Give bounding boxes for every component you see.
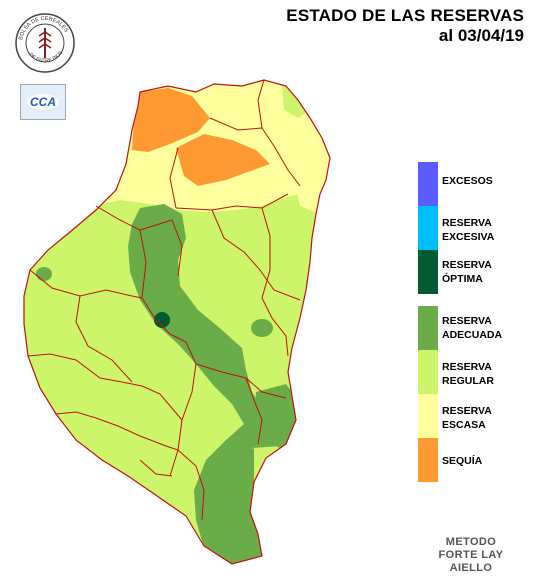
- zone-sequia-c: [176, 134, 270, 186]
- legend-label: RESERVA: [442, 259, 492, 271]
- legend-label: RESERVA: [442, 405, 492, 417]
- zone-adecuada-central: [128, 204, 296, 564]
- legend-label: RESERVA: [442, 315, 492, 327]
- legend-item-sequia: SEQUÍA: [418, 438, 538, 482]
- method-line: METODO: [445, 536, 497, 548]
- legend-sublabel: ADECUADA: [442, 329, 503, 341]
- zone-adecuada-spot-west: [36, 267, 52, 281]
- bolsa-cereales-seal-logo: BOLSA DE CEREALES DE ENTRE RIOS: [15, 13, 75, 73]
- legend-sublabel: ESCASA: [442, 419, 486, 431]
- legend-swatch-sequia: [418, 438, 438, 482]
- legend-item-reserva-escasa: RESERVA ESCASA: [418, 394, 538, 438]
- method-line: FORTE LAY: [438, 549, 504, 561]
- legend-sublabel: REGULAR: [442, 375, 494, 387]
- cca-logo: CCA: [20, 84, 66, 120]
- legend-swatch-escasa: [418, 394, 438, 438]
- zone-sequia-nw: [132, 88, 210, 152]
- legend-label: RESERVA: [442, 217, 492, 229]
- legend-item-reserva-regular: RESERVA REGULAR: [418, 350, 538, 394]
- legend-label: RESERVA: [442, 361, 492, 373]
- zone-optima-spot: [154, 312, 170, 328]
- method-note: METODO FORTE LAY AIELLO: [418, 536, 524, 575]
- legend-item-reserva-excesiva: RESERVA EXCESIVA: [418, 206, 538, 250]
- zone-adecuada-south: [198, 448, 262, 560]
- map-title: ESTADO DE LAS RESERVAS al 03/04/19: [286, 6, 524, 46]
- method-line: AIELLO: [449, 562, 493, 574]
- legend-sublabel: EXCESIVA: [442, 231, 495, 243]
- legend-swatch-excesos: [418, 162, 438, 206]
- legend-swatch-regular: [418, 350, 438, 394]
- legend-item-reserva-optima: RESERVA ÓPTIMA: [418, 250, 538, 294]
- legend-swatch-excesiva: [418, 206, 438, 250]
- legend-item-excesos: EXCESOS: [418, 162, 538, 206]
- title-line: ESTADO DE LAS RESERVAS: [286, 6, 524, 25]
- svg-text:CCA: CCA: [30, 95, 56, 109]
- department-borders: [27, 79, 301, 521]
- legend-label: EXCESOS: [442, 175, 493, 187]
- zone-adecuada-east: [254, 384, 298, 448]
- legend-item-reserva-adecuada: RESERVA ADECUADA: [418, 306, 538, 350]
- zone-adecuada-spot-east: [251, 319, 273, 337]
- province-outline: [23, 79, 331, 565]
- legend-swatch-adecuada: [418, 306, 438, 350]
- legend-swatch-optima: [418, 250, 438, 294]
- legend-sublabel: ÓPTIMA: [442, 273, 483, 285]
- date-line: al 03/04/19: [438, 26, 524, 45]
- legend-label: SEQUÍA: [442, 455, 483, 467]
